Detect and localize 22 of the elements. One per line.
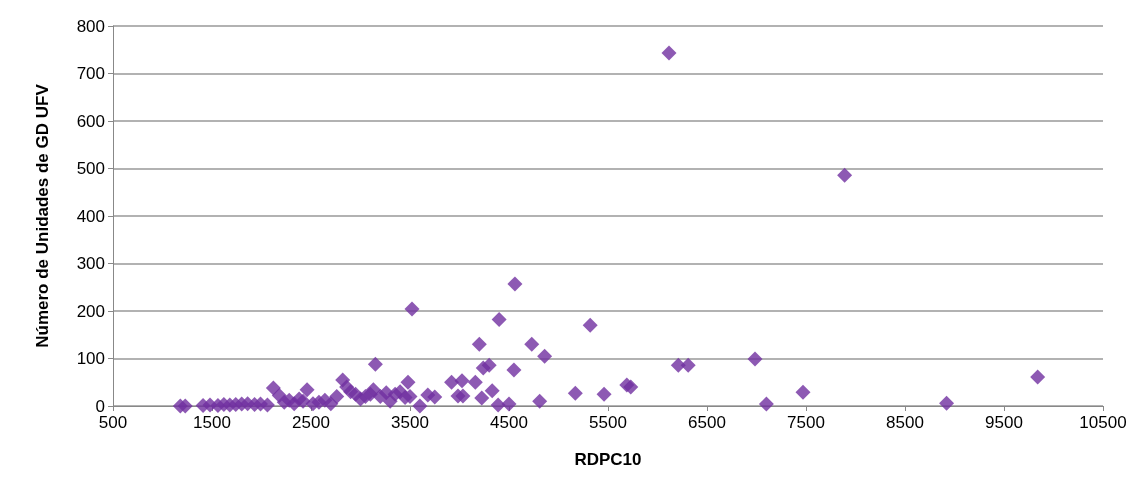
x-tick-label: 9500 <box>985 413 1023 432</box>
x-tick-label: 2500 <box>292 413 330 432</box>
x-tick-label: 5500 <box>589 413 627 432</box>
y-tick-label: 100 <box>76 349 105 368</box>
x-tick-label: 500 <box>98 413 128 432</box>
x-tick-label: 6500 <box>688 413 726 432</box>
x-tick-label: 1500 <box>193 413 231 432</box>
y-tick-label: 200 <box>76 301 105 321</box>
x-tick-label: 10500 <box>1079 413 1127 432</box>
y-tick-label: 400 <box>76 206 105 226</box>
x-tick-label: 7500 <box>787 413 825 432</box>
y-tick-label: 300 <box>76 254 105 273</box>
x-axis-title: RDPC10 <box>574 450 642 469</box>
y-tick-label: 700 <box>76 64 105 83</box>
y-axis-title: Número de Unidades de GD UFV <box>33 83 52 348</box>
x-tick-label: 8500 <box>886 413 924 432</box>
y-tick-label: 500 <box>76 159 105 178</box>
y-tick-label: 0 <box>95 396 105 416</box>
y-tick-label: 800 <box>76 16 105 36</box>
y-tick-label: 600 <box>76 111 105 131</box>
x-tick-label: 3500 <box>391 413 429 432</box>
x-tick-label: 4500 <box>490 413 528 432</box>
